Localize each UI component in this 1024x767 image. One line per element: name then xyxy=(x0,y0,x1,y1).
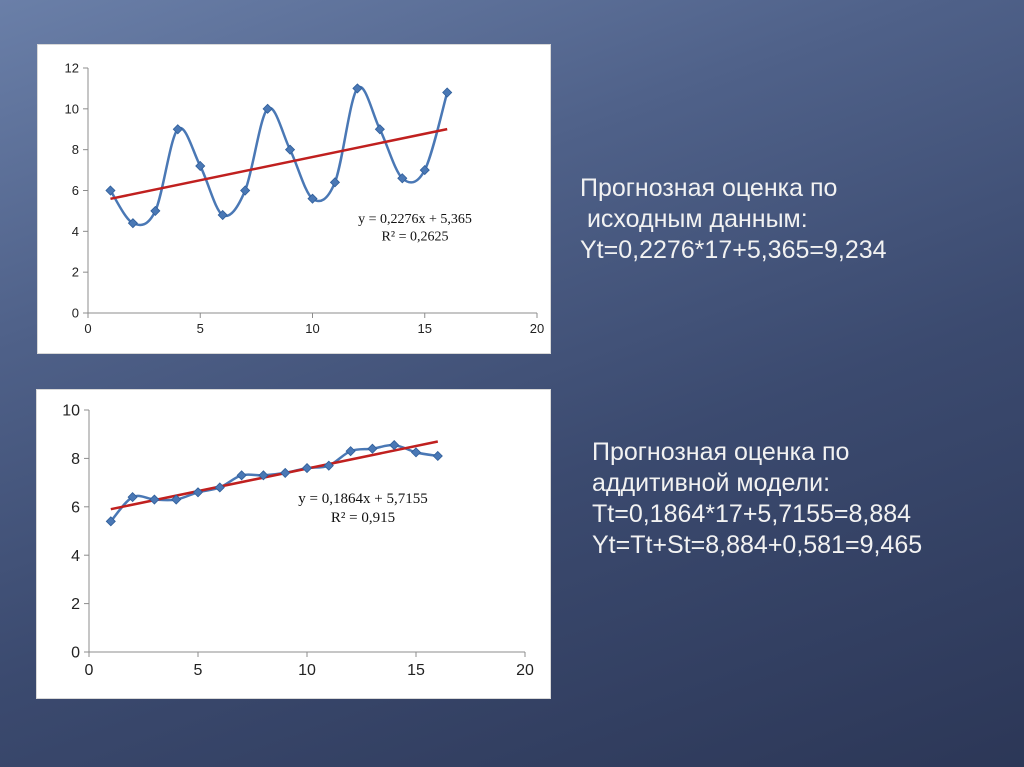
chart1-data-point xyxy=(217,209,228,221)
chart2-data-point xyxy=(389,440,400,451)
chart2-data-point xyxy=(301,463,313,474)
chart2-data-point xyxy=(192,487,204,498)
chart1-data-point xyxy=(352,83,363,94)
forecast-text-original-line1: Прогнозная оценка по xyxy=(580,174,838,202)
chart-additive-model: 0 2 4 6 8 10 0 5 10 15 20 y = 0,1864x + 5,7155 R² = … xyxy=(37,390,550,698)
chart2-data-point xyxy=(280,467,291,478)
chart1-data-point xyxy=(419,165,430,176)
chart2-data-point xyxy=(171,494,182,505)
forecast-text-original: Прогнозная оценка по исходным данным: Yt… xyxy=(580,173,1000,266)
chart1-data-point xyxy=(240,185,251,196)
chart1-ytick-label: 8 xyxy=(72,142,79,157)
chart1-data-point xyxy=(172,124,183,135)
forecast-text-additive-line4: Yt=Tt+St=8,884+0,581=9,465 xyxy=(592,531,923,559)
chart2-r-squared: R² = 0,915 xyxy=(331,510,395,526)
chart2-ytick-label: 10 xyxy=(62,403,80,420)
chart1-xtick-label: 10 xyxy=(305,321,319,336)
chart1-r-squared: R² = 0,2625 xyxy=(382,230,449,245)
chart2-data-point xyxy=(258,470,269,481)
chart1-data-point xyxy=(374,124,385,135)
chart-original-data-svg: 0 2 4 6 8 10 12 0 5 10 15 20 y = 0,2276x + 5,365 R² =… xyxy=(65,61,545,336)
chart1-data-point xyxy=(307,193,318,204)
chart2-data-point xyxy=(432,450,443,462)
chart2-data-point xyxy=(367,443,378,454)
chart1-xtick-label: 15 xyxy=(418,321,432,336)
chart-original-data: 0 2 4 6 8 10 12 0 5 10 15 20 y = 0,2276x + 5,365 R² =… xyxy=(38,45,550,353)
chart2-data-point xyxy=(236,470,247,481)
chart1-data-point xyxy=(397,173,408,184)
chart2-xtick-label: 20 xyxy=(516,662,534,679)
chart1-ytick-label: 0 xyxy=(72,306,79,321)
chart1-data-point xyxy=(150,205,161,216)
chart2-xtick-label: 5 xyxy=(194,662,203,679)
chart2-data-point xyxy=(410,447,422,458)
chart1-ytick-label: 6 xyxy=(72,183,79,198)
chart2-ytick-label: 8 xyxy=(71,451,80,468)
chart1-data-point xyxy=(284,144,296,155)
chart1-trendline xyxy=(110,127,448,201)
chart2-data-point xyxy=(323,460,334,471)
chart2-data-point xyxy=(214,482,225,493)
chart2-data-point xyxy=(149,494,160,505)
chart2-data-point xyxy=(345,446,356,457)
chart1-data-point xyxy=(329,177,341,188)
forecast-text-original-line3: Yt=0,2276*17+5,365=9,234 xyxy=(580,236,887,264)
forecast-text-additive-line2: аддитивной модели: xyxy=(592,469,831,497)
chart2-ytick-label: 6 xyxy=(71,499,80,516)
chart1-xtick-label: 20 xyxy=(530,321,544,336)
chart2-xtick-label: 15 xyxy=(407,662,425,679)
chart1-trend-equation: y = 0,2276x + 5,365 xyxy=(358,212,472,227)
chart1-xtick-label: 5 xyxy=(197,321,204,336)
chart-additive-model-svg: 0 2 4 6 8 10 0 5 10 15 20 y = 0,1864x + 5,7155 R² = … xyxy=(62,403,534,679)
chart1-data-point xyxy=(442,87,453,98)
chart1-ytick-label: 10 xyxy=(65,101,79,116)
chart2-ytick-label: 0 xyxy=(71,645,80,662)
forecast-text-additive: Прогнозная оценка по аддитивной модели: … xyxy=(592,437,1012,561)
chart2-trend-equation: y = 0,1864x + 5,7155 xyxy=(298,491,427,507)
chart2-data-point xyxy=(127,492,138,503)
chart1-ytick-label: 12 xyxy=(65,61,79,76)
chart1-ytick-label: 2 xyxy=(72,265,79,280)
chart2-xtick-label: 0 xyxy=(85,662,94,679)
chart1-data-point xyxy=(262,103,273,114)
chart2-ytick-label: 4 xyxy=(71,548,80,565)
chart2-data-point xyxy=(105,516,116,527)
chart2-ytick-label: 2 xyxy=(71,596,80,613)
chart1-data-point xyxy=(195,160,206,172)
chart1-series-line xyxy=(109,85,449,227)
chart2-trendline xyxy=(110,440,439,511)
chart1-data-point xyxy=(105,185,116,196)
forecast-text-additive-line3: Tt=0,1864*17+5,7155=8,884 xyxy=(592,500,912,528)
forecast-text-additive-line1: Прогнозная оценка по xyxy=(592,438,850,466)
chart2-xtick-label: 10 xyxy=(298,662,316,679)
chart1-ytick-label: 4 xyxy=(72,224,79,239)
chart1-xtick-label: 0 xyxy=(84,321,91,336)
chart1-data-point xyxy=(127,218,138,229)
forecast-text-original-line2: исходным данным: xyxy=(580,205,808,233)
